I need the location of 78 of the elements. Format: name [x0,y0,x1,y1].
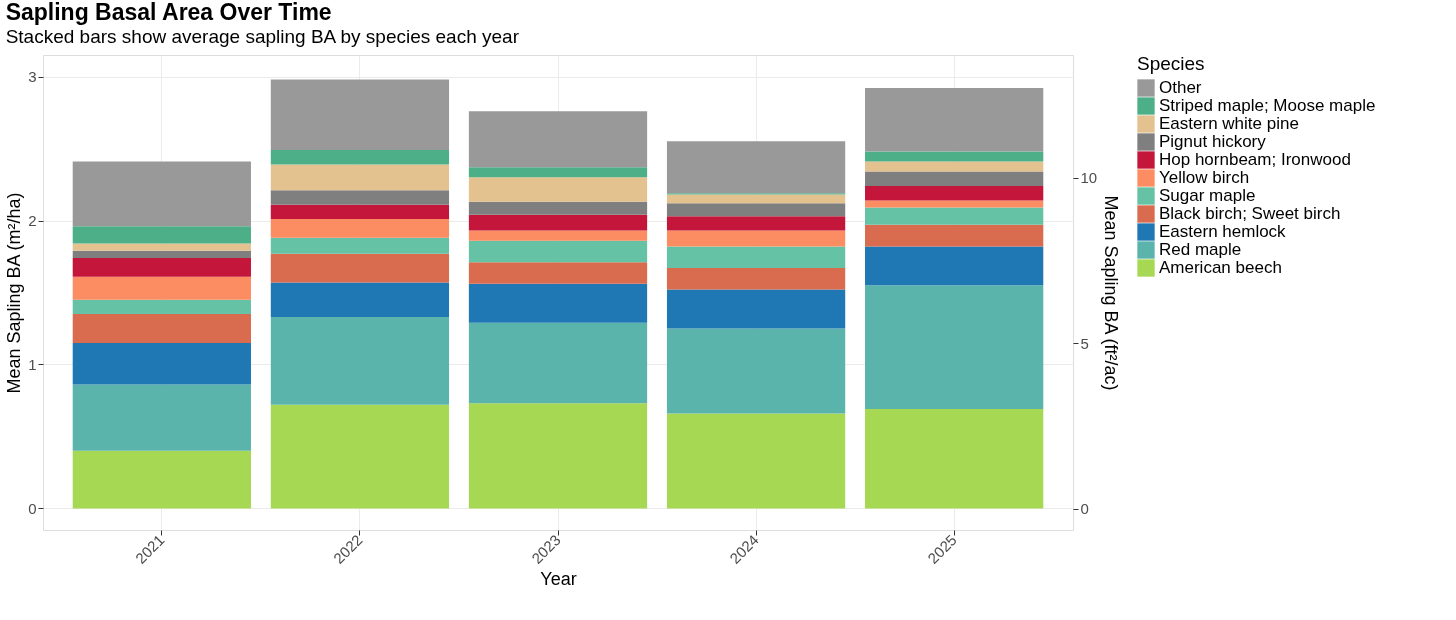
bar [270,316,450,405]
y-axis-title: Mean Sapling BA (m²/ha) [4,192,25,394]
bar [468,283,648,323]
bar [865,171,1044,186]
y2-tick-label: 10 [1080,169,1098,187]
bar [72,243,251,251]
bar [666,230,846,247]
y-tick-label: 2 [28,212,37,230]
bar [865,409,1044,509]
bar [270,253,450,283]
bar [72,314,251,343]
bar [270,204,450,220]
bar [666,203,846,217]
bar [666,216,846,231]
y-tick-label: 0 [28,499,37,517]
bar [72,161,251,227]
bar [72,299,251,315]
bar [72,450,251,509]
y-tick-label: 3 [28,68,37,86]
legend-label: Other [1159,78,1202,97]
bar [270,404,450,509]
bar [468,167,648,178]
bar [666,328,846,414]
bar [666,413,846,509]
legend-label: American beech [1159,258,1282,277]
bar [270,237,450,254]
y2-tick-label: 0 [1080,500,1089,518]
bar [666,289,846,329]
bar [270,282,450,317]
legend-label: Red maple [1159,240,1242,259]
bar [865,200,1044,208]
bar [468,111,648,168]
bar [72,342,251,385]
bar [270,164,450,191]
bar [270,219,450,238]
bar [666,194,846,204]
bar [468,177,648,202]
chart-title: Sapling Basal Area Over Time [5,0,332,25]
bar [270,190,450,205]
bar [468,262,648,284]
x-axis-title: Year [540,568,577,589]
bar [72,226,251,244]
bar [468,403,648,509]
legend-label: Eastern hemlock [1159,222,1287,241]
bar [865,207,1044,225]
bar [468,230,648,241]
bar [468,214,648,231]
bar [270,79,450,150]
legend-label: Striped maple; Moose maple [1159,96,1376,115]
bar [72,276,251,300]
legend-label: Hop hornbeam; Ironwood [1159,150,1351,169]
bar [666,141,846,194]
y-tick-label: 1 [28,355,37,373]
chart-subtitle: Stacked bars show average sapling BA by species each year [5,26,520,47]
bar [666,268,846,290]
bar [865,88,1044,152]
bar [865,224,1044,247]
bar [468,240,648,263]
legend-label: Sugar maple [1159,186,1256,205]
legend-label: Pignut hickory [1159,132,1267,151]
legend-label: Black birch; Sweet birch [1159,204,1341,223]
bar [468,322,648,404]
bar [270,150,450,165]
legend-title: Species [1137,53,1205,74]
y2-tick-label: 5 [1080,334,1089,352]
bar [865,151,1044,162]
bar [865,161,1044,172]
bar [865,185,1044,201]
bar [865,246,1044,286]
bar [865,285,1044,410]
bar [666,246,846,269]
bar [72,257,251,277]
bar [72,250,251,258]
legend-label: Yellow birch [1159,168,1250,187]
bar [468,201,648,215]
legend-label: Eastern white pine [1159,114,1299,133]
y2-axis-title: Mean Sapling BA (ft²/ac) [1101,195,1122,391]
bar [72,384,251,451]
